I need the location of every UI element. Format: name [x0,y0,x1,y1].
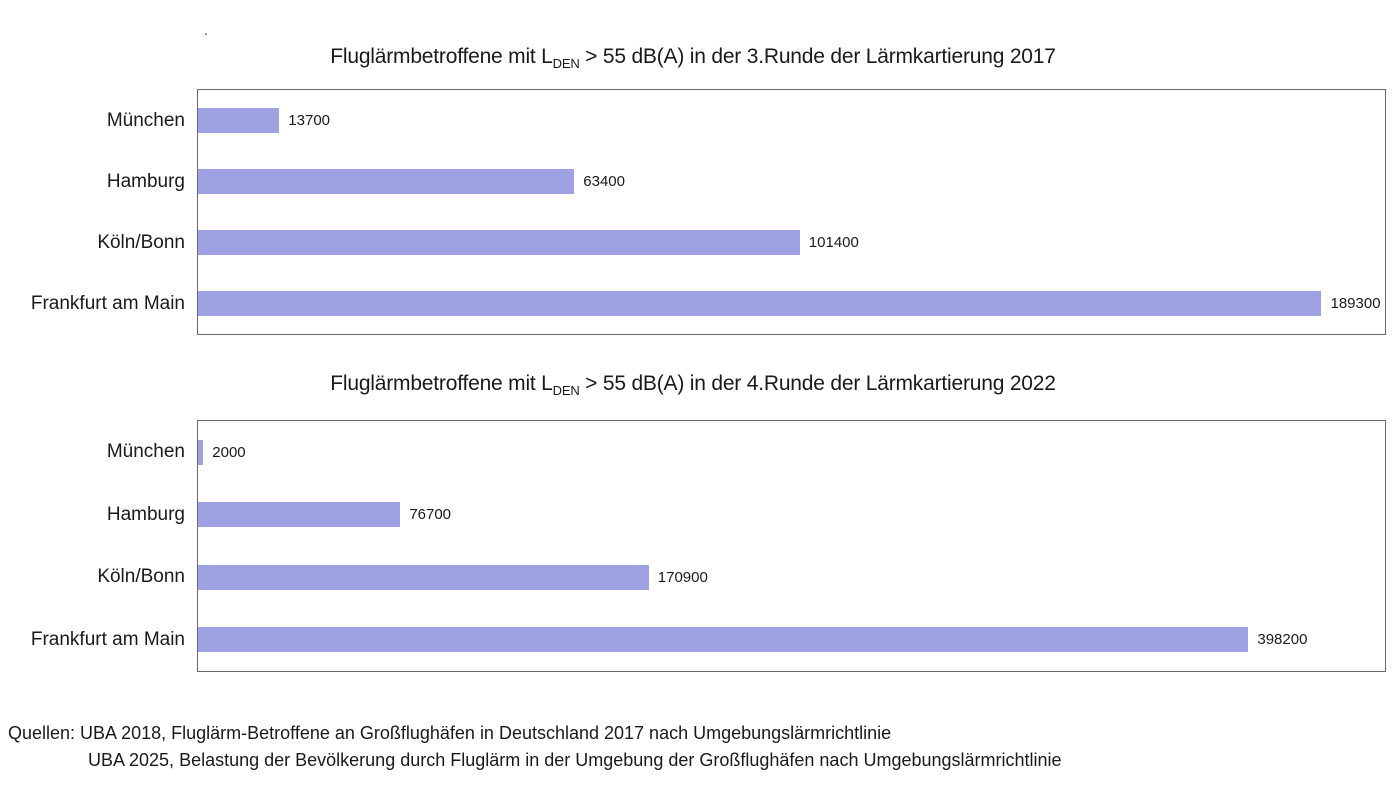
value-label: 101400 [808,234,859,251]
chart2-title-suffix: > 55 dB(A) in der 4.Runde der Lärmkartie… [579,372,1056,395]
stray-mark: . [204,22,208,38]
chart-row: München 13700 [107,90,1385,151]
chart1-title-prefix: Fluglärmbetroffene mit L [330,45,553,68]
chart1-title: Fluglärmbetroffene mit LDEN > 55 dB(A) i… [0,45,1386,72]
bar [198,564,649,590]
category-label: Frankfurt am Main [30,628,185,650]
chart1-title-subscript: DEN [552,56,580,72]
bar [198,169,575,194]
category-label: Köln/Bonn [97,566,185,588]
chart-row: Hamburg 76700 [107,484,1385,547]
value-label: 2000 [212,443,246,461]
value-label: 13700 [288,112,331,129]
bar [198,230,800,255]
category-label: München [106,441,185,463]
chart-row: Frankfurt am Main 398200 [31,609,1385,672]
category-label: Hamburg [106,170,185,192]
source-line-2: UBA 2025, Belastung der Bevölkerung durc… [88,750,1062,770]
value-label: 189300 [1330,295,1381,312]
category-label: Köln/Bonn [97,231,185,253]
chart-row: Köln/Bonn 170900 [97,546,1385,609]
chart2-title-prefix: Fluglärmbetroffene mit L [330,372,553,395]
bar [198,627,1249,653]
value-label: 63400 [583,173,625,190]
chart-row: Hamburg 63400 [107,151,1385,212]
value-label: 398200 [1257,631,1308,649]
source-note: Quellen: UBA 2018, Fluglärm-Betroffene a… [8,720,1062,774]
category-label: Frankfurt am Main [30,292,185,314]
value-label: 170900 [657,568,708,586]
chart-row: München 2000 [107,421,1385,484]
chart1-title-suffix: > 55 dB(A) in der 3.Runde der Lärmkartie… [579,45,1056,68]
bar [198,439,204,465]
chart-row: Köln/Bonn 101400 [97,212,1385,273]
bar [198,502,401,528]
value-label: 76700 [409,506,452,524]
chart1-plot-area: München 13700 Hamburg 63400 Köln/Bonn 101400 F… [31,89,1386,335]
bar [198,108,280,133]
chart2-plot-area: München 2000 Hamburg 76700 Köln/Bonn 170900 Fr… [31,420,1386,672]
chart2-title: Fluglärmbetroffene mit LDEN > 55 dB(A) i… [0,372,1386,399]
chart-row: Frankfurt am Main 189300 [31,273,1385,334]
chart2-title-subscript: DEN [552,383,580,399]
category-label: München [106,109,185,131]
bar [198,291,1322,316]
source-line-1: Quellen: UBA 2018, Fluglärm-Betroffene a… [8,723,892,743]
category-label: Hamburg [106,503,185,525]
